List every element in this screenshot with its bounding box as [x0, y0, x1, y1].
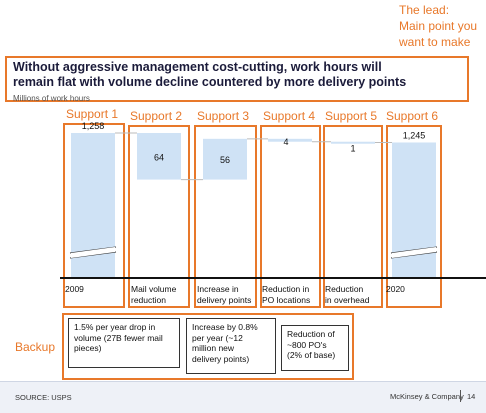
category-label-2: reduction: [131, 295, 166, 305]
support-box-5: [323, 125, 383, 308]
category-label-3: delivery points: [197, 295, 251, 305]
support-label-1: Support 1: [66, 107, 119, 121]
value-label-4: 4: [283, 137, 288, 147]
support-box-1: [63, 123, 125, 308]
category-label-4: Reduction in: [262, 284, 310, 294]
chart-title: Without aggressive management cost-cutti…: [13, 60, 465, 90]
axis-break-gap: [392, 247, 436, 258]
category-label-2: Mail volume: [131, 284, 177, 294]
title-line-1: Without aggressive management cost-cutti…: [13, 60, 382, 74]
note-2-line-2: per year (~12: [192, 332, 243, 343]
note-1-line-1: 1.5% per year drop in: [74, 322, 156, 332]
support-label-6: Support 6: [386, 109, 439, 123]
lead-line-3: want to make: [399, 35, 471, 49]
lead-line-1: The lead:: [399, 3, 450, 17]
note-3-line-3: (2% of base): [287, 350, 336, 360]
category-label-4: PO locations: [262, 295, 310, 305]
support-label-4: Support 4: [263, 109, 316, 123]
note-1-line-2: volume (27B fewer mail: [74, 332, 163, 343]
category-label-6: 2020: [386, 284, 405, 294]
note-2-line-1: Increase by 0.8%: [192, 322, 258, 332]
value-label-6: 1,245: [403, 130, 426, 140]
axis-break-gap: [71, 247, 115, 258]
y-unit-label: Millions of work hours: [13, 94, 90, 103]
bar-6: [392, 142, 436, 278]
category-label-5: Reduction: [325, 284, 364, 294]
value-label-3: 56: [220, 155, 230, 165]
note-3-line-1: Reduction of: [287, 329, 335, 339]
note-po-locations: Reduction of ~800 PO's (2% of base): [281, 325, 349, 371]
bar-4: [268, 138, 312, 142]
backup-label: Backup: [15, 340, 56, 354]
value-label-5: 1: [350, 144, 355, 154]
lead-annotation: The lead: Main point you want to make: [399, 2, 477, 50]
footer-source: SOURCE: USPS: [15, 393, 72, 402]
page-number: 14: [467, 392, 476, 401]
support-box-3: [194, 125, 257, 308]
footer-company: McKinsey & Company: [390, 392, 464, 401]
bar-2: [137, 133, 181, 180]
title-line-2: remain flat with volume decline countere…: [13, 75, 407, 89]
category-label-1: 2009: [65, 284, 84, 294]
support-label-2: Support 2: [130, 109, 183, 123]
footer-divider: [460, 390, 461, 402]
note-1-line-3: pieces): [74, 343, 102, 353]
support-box-4: [260, 125, 321, 308]
note-2-line-4: delivery points): [192, 353, 250, 364]
bar-5: [331, 141, 375, 144]
backup-box: [62, 313, 354, 380]
category-label-3: Increase in: [197, 284, 239, 294]
note-mail-volume: 1.5% per year drop in volume (27B fewer …: [68, 318, 180, 368]
value-label-2: 64: [154, 152, 164, 162]
value-label-1: 1,258: [82, 121, 105, 131]
note-2-line-3: million new: [192, 343, 235, 353]
support-box-6: [386, 125, 442, 308]
support-box-2: [128, 125, 190, 308]
support-label-5: Support 5: [325, 109, 378, 123]
support-label-3: Support 3: [197, 109, 250, 123]
title-box: [5, 56, 469, 102]
category-label-5: in overhead: [325, 295, 370, 305]
note-delivery-points: Increase by 0.8% per year (~12 million n…: [186, 318, 276, 374]
note-3-line-2: ~800 PO's: [287, 339, 327, 350]
lead-line-2: Main point you: [399, 19, 478, 33]
footer: SOURCE: USPS McKinsey & Company 14: [0, 381, 486, 413]
bar-3: [203, 138, 247, 180]
